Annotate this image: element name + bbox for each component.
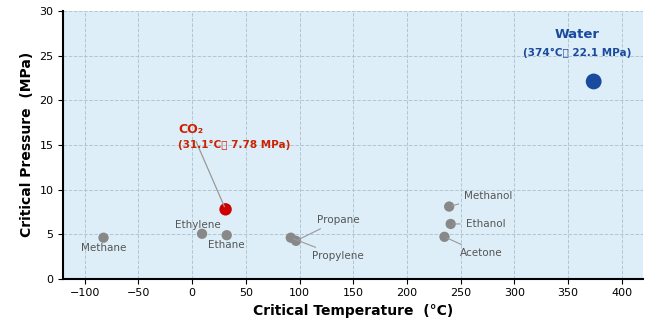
Point — [588, 79, 599, 84]
Text: Ethylene: Ethylene — [175, 220, 220, 230]
Point — [220, 207, 231, 212]
X-axis label: Critical Temperature  (°C): Critical Temperature (°C) — [253, 304, 453, 318]
Text: (31.1°C、 7.78 MPa): (31.1°C、 7.78 MPa) — [178, 140, 291, 150]
Text: CO₂: CO₂ — [178, 123, 224, 207]
Text: (374°C、 22.1 MPa): (374°C、 22.1 MPa) — [523, 47, 632, 58]
Point — [197, 231, 207, 236]
Point — [98, 235, 109, 240]
Point — [291, 238, 301, 243]
Text: Propane: Propane — [298, 215, 360, 240]
Text: Ethane: Ethane — [209, 240, 245, 250]
Text: Acetone: Acetone — [447, 238, 502, 258]
Text: Propylene: Propylene — [293, 239, 364, 261]
Point — [222, 233, 232, 238]
Text: Ethanol: Ethanol — [454, 219, 505, 229]
Point — [445, 221, 456, 227]
Text: Methanol: Methanol — [452, 191, 513, 206]
Point — [285, 235, 296, 240]
Y-axis label: Critical Pressure  (MPa): Critical Pressure (MPa) — [20, 52, 34, 238]
Point — [444, 204, 454, 209]
Text: Methane: Methane — [81, 243, 126, 253]
Point — [439, 234, 450, 240]
Text: Water: Water — [555, 28, 600, 41]
